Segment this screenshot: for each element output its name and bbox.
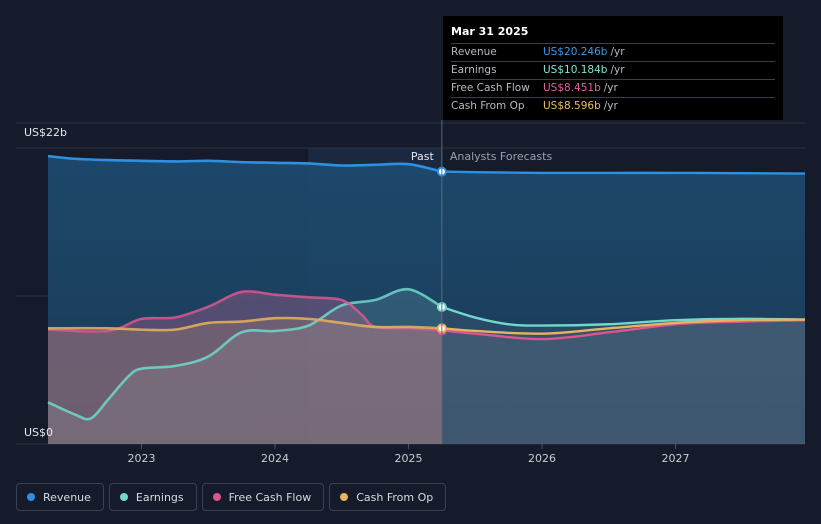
tooltip-date: Mar 31 2025 [451, 25, 529, 38]
tooltip-label: Free Cash Flow [451, 82, 530, 94]
x-tick-label: 2023 [127, 452, 155, 465]
area-cash-from-op [48, 317, 805, 444]
tooltip-label: Revenue [451, 46, 497, 58]
past-area-cash-from-op [48, 317, 442, 444]
legend-item-earnings[interactable]: Earnings [108, 483, 197, 511]
axes: US$22b US$0 Past Analysts Forecasts 2023 2024… [24, 120, 689, 465]
legend-label: Revenue [43, 490, 91, 504]
series-areas [48, 156, 805, 444]
area-revenue [48, 156, 805, 444]
tooltip-value: US$10.184b [543, 64, 608, 76]
past-label: Past [411, 150, 435, 163]
area-free-cash-flow [48, 291, 805, 444]
y-axis-top-label: US$22b [24, 126, 67, 139]
line-forecast-free-cash-flow [441, 319, 806, 341]
x-tick-label: 2026 [528, 452, 556, 465]
tooltip-row-free-cash-flow: Free Cash Flow US$8.451b /yr [451, 79, 775, 97]
tooltip-value: US$8.451b [543, 82, 601, 94]
tooltip-unit: /yr [610, 46, 625, 58]
tooltip-row-revenue: Revenue US$20.246b /yr [451, 43, 775, 61]
legend-dot-icon [340, 493, 349, 501]
tooltip-unit: /yr [610, 64, 625, 76]
legend-dot-icon [119, 493, 128, 501]
line-forecast-revenue [441, 170, 806, 175]
tooltip-row-cash-from-op: Cash From Op US$8.596b /yr [451, 97, 775, 115]
line-past-revenue [47, 154, 443, 173]
line-past-cash-from-op [47, 316, 442, 332]
legend-dot-icon [212, 493, 221, 501]
past-area-earnings [48, 289, 442, 444]
y-axis-bottom-label: US$0 [24, 426, 53, 439]
tooltip-label: Earnings [451, 64, 497, 76]
line-past-earnings [47, 287, 443, 421]
x-tick-label: 2025 [394, 452, 422, 465]
tooltip-label: Cash From Op [451, 100, 525, 112]
legend-item-free-cash-flow[interactable]: Free Cash Flow [201, 483, 325, 511]
x-tick-label: 2024 [261, 452, 289, 465]
hover-tooltip: Mar 31 2025 Revenue US$20.246b /yr Earni… [443, 16, 783, 120]
tooltip-value: US$20.246b [543, 46, 608, 58]
legend-label: Earnings [135, 490, 184, 504]
line-forecast-cash-from-op [441, 318, 806, 335]
legend-item-cash-from-op[interactable]: Cash From Op [329, 483, 447, 511]
tooltip-value: US$8.596b [543, 100, 601, 112]
legend-dot-icon [27, 493, 35, 501]
legend-item-revenue[interactable]: Revenue [16, 483, 104, 511]
tooltip-unit: /yr [603, 100, 618, 112]
chart-legend: Revenue Earnings Free Cash Flow Cash Fro… [16, 483, 447, 511]
line-forecast-earnings [441, 305, 806, 327]
legend-label: Cash From Op [356, 490, 434, 504]
tooltip-unit: /yr [603, 82, 618, 94]
forecast-label: Analysts Forecasts [450, 150, 553, 163]
legend-label: Free Cash Flow [228, 490, 312, 504]
series-lines [47, 154, 806, 421]
tooltip-row-earnings: Earnings US$10.184b /yr [451, 61, 775, 79]
x-tick-label: 2027 [661, 452, 689, 465]
